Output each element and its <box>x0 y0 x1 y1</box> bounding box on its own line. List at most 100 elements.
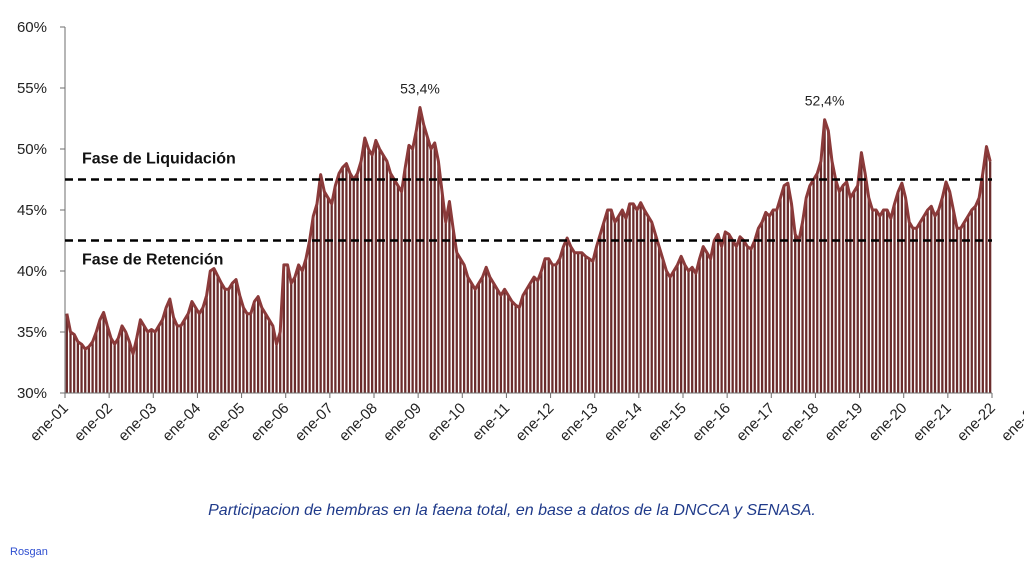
bar <box>900 183 904 393</box>
bar <box>540 271 543 393</box>
bars-group <box>65 106 992 394</box>
bar <box>205 295 208 393</box>
bar <box>558 258 561 393</box>
bar <box>451 228 455 393</box>
bar <box>297 264 300 393</box>
bar <box>856 185 859 393</box>
bar <box>926 210 929 393</box>
bar <box>735 246 738 393</box>
x-tick-label: ene-18 <box>777 400 822 445</box>
x-tick-label: ene-01 <box>27 400 72 445</box>
bar <box>69 332 72 393</box>
bar <box>179 325 183 393</box>
bar <box>348 173 352 393</box>
bar <box>304 258 308 393</box>
bar <box>319 174 322 393</box>
bar <box>510 301 514 393</box>
source-label: Rosgan <box>10 546 48 558</box>
bar <box>135 338 138 393</box>
bar <box>477 283 480 393</box>
bar <box>676 264 679 393</box>
bar <box>654 234 657 393</box>
bar <box>352 179 355 393</box>
bar <box>827 130 830 393</box>
bar <box>617 216 620 393</box>
bar <box>326 197 330 393</box>
x-tick-label: ene-02 <box>71 400 116 445</box>
x-tick-label: ene-19 <box>821 400 866 445</box>
bar <box>606 210 609 393</box>
bar <box>977 197 981 393</box>
bar <box>632 203 635 393</box>
bar <box>466 277 469 393</box>
y-tick-label: 45% <box>17 202 47 219</box>
bar <box>536 280 539 393</box>
series-outline <box>65 106 992 356</box>
bar <box>591 261 595 393</box>
bar <box>521 295 525 393</box>
x-tick-label: ene-05 <box>203 400 248 445</box>
bar <box>713 240 716 393</box>
bar <box>131 353 135 393</box>
bar <box>889 218 892 393</box>
bar <box>499 295 503 393</box>
bar <box>514 305 517 393</box>
bar <box>635 210 639 393</box>
bar <box>551 264 554 393</box>
x-tick-label: ene-09 <box>380 400 425 445</box>
bar <box>588 258 591 393</box>
bar <box>966 216 970 393</box>
bar <box>256 296 260 393</box>
bar <box>668 277 672 393</box>
bar <box>661 258 664 393</box>
bar <box>102 312 105 393</box>
bar <box>624 218 628 393</box>
bar <box>356 173 359 393</box>
bar <box>816 173 819 393</box>
bar <box>172 317 175 393</box>
bar <box>867 197 870 393</box>
y-tick-label: 30% <box>17 385 47 402</box>
bar <box>153 332 157 393</box>
bar <box>643 210 646 393</box>
bar <box>198 313 201 393</box>
bar <box>312 216 315 393</box>
bar <box>768 216 771 393</box>
bar <box>602 222 606 393</box>
bar <box>249 313 252 393</box>
bar <box>176 325 179 393</box>
bar <box>525 289 528 393</box>
bar <box>84 349 87 393</box>
bar <box>109 338 113 393</box>
bar <box>238 295 241 393</box>
bar <box>470 283 473 393</box>
bar <box>87 346 91 393</box>
bar <box>234 279 238 393</box>
bar <box>882 210 885 393</box>
bar <box>639 202 642 393</box>
bar <box>595 246 598 393</box>
x-tick-label: ene-04 <box>159 400 204 445</box>
bar <box>731 240 734 393</box>
bar <box>282 264 286 393</box>
bar <box>871 210 874 393</box>
bar <box>345 163 348 393</box>
x-tick-label: ene-06 <box>247 400 292 445</box>
x-tick-label: ene-21 <box>910 400 955 445</box>
bar <box>577 252 580 393</box>
bar <box>683 264 686 393</box>
bar <box>771 210 775 393</box>
bar <box>165 307 168 393</box>
bar <box>128 341 131 393</box>
bar <box>106 325 109 393</box>
bar <box>702 246 705 393</box>
bar <box>845 181 848 393</box>
bar <box>146 332 149 393</box>
bar <box>569 246 572 393</box>
bar <box>389 173 392 393</box>
y-tick-label: 40% <box>17 263 47 280</box>
bar <box>367 149 370 393</box>
bar <box>746 246 749 393</box>
bar <box>404 167 407 393</box>
bar <box>749 249 753 393</box>
